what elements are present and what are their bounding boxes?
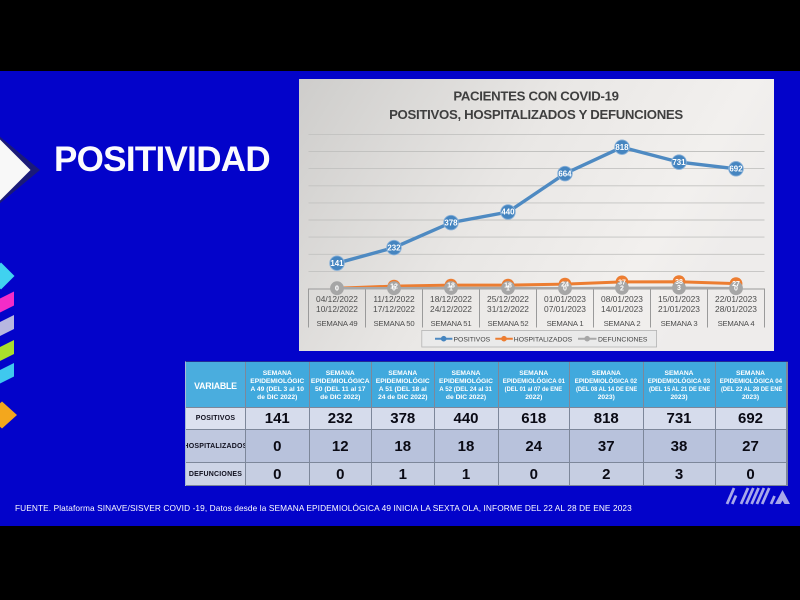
svg-text:18: 18 — [447, 283, 455, 290]
svg-text:04/12/2022: 04/12/2022 — [316, 294, 358, 304]
svg-text:0: 0 — [563, 286, 567, 293]
svg-text:SEMANA 50: SEMANA 50 — [374, 319, 415, 328]
svg-text:3: 3 — [677, 285, 681, 292]
svg-text:POSITIVOS: POSITIVOS — [454, 337, 491, 344]
svg-text:14/01/2023: 14/01/2023 — [601, 304, 643, 314]
svg-text:24: 24 — [561, 282, 569, 289]
svg-text:24/12/2022: 24/12/2022 — [430, 304, 472, 314]
svg-text:692: 692 — [729, 165, 743, 174]
svg-text:POSITIVOS, HOSPITALIZADOS Y DE: POSITIVOS, HOSPITALIZADOS Y DEFUNCIONES — [389, 107, 683, 122]
svg-text:SEMANA 52: SEMANA 52 — [488, 319, 529, 328]
svg-text:2: 2 — [620, 285, 624, 292]
svg-text:10/12/2022: 10/12/2022 — [316, 304, 358, 314]
svg-text:731: 731 — [672, 158, 686, 167]
svg-text:818: 818 — [615, 143, 629, 152]
svg-text:440: 440 — [501, 208, 515, 217]
svg-text:1: 1 — [506, 286, 510, 293]
svg-text:DEFUNCIONES: DEFUNCIONES — [598, 337, 648, 344]
svg-text:378: 378 — [444, 218, 458, 227]
svg-text:31/12/2022: 31/12/2022 — [487, 304, 529, 314]
svg-text:HOSPITALIZADOS: HOSPITALIZADOS — [514, 337, 573, 344]
svg-text:232: 232 — [387, 243, 401, 252]
svg-text:0: 0 — [335, 286, 339, 293]
svg-text:1: 1 — [449, 286, 453, 293]
svg-text:SEMANA 3: SEMANA 3 — [661, 319, 698, 328]
svg-text:0: 0 — [335, 286, 339, 293]
svg-text:SEMANA 51: SEMANA 51 — [431, 319, 472, 328]
svg-text:17/12/2022: 17/12/2022 — [373, 304, 415, 314]
svg-text:SEMANA 2: SEMANA 2 — [604, 319, 641, 328]
svg-text:0: 0 — [734, 286, 738, 293]
svg-text:08/01/2023: 08/01/2023 — [601, 294, 643, 304]
svg-text:07/01/2023: 07/01/2023 — [544, 304, 586, 314]
svg-text:37: 37 — [618, 279, 626, 286]
svg-text:18: 18 — [504, 283, 512, 290]
svg-text:38: 38 — [675, 279, 683, 286]
svg-text:28/01/2023: 28/01/2023 — [715, 304, 757, 314]
svg-text:15/01/2023: 15/01/2023 — [658, 294, 700, 304]
svg-text:0: 0 — [392, 286, 396, 293]
svg-text:SEMANA 4: SEMANA 4 — [718, 319, 756, 328]
svg-text:141: 141 — [330, 259, 344, 268]
svg-text:664: 664 — [558, 169, 572, 178]
svg-text:01/01/2023: 01/01/2023 — [544, 294, 586, 304]
svg-text:12: 12 — [390, 284, 398, 291]
svg-text:PACIENTES CON COVID-19: PACIENTES CON COVID-19 — [453, 89, 618, 104]
svg-text:27: 27 — [732, 281, 740, 288]
svg-text:18/12/2022: 18/12/2022 — [430, 294, 472, 304]
svg-text:22/01/2023: 22/01/2023 — [715, 294, 757, 304]
svg-text:SEMANA 49: SEMANA 49 — [317, 319, 358, 328]
svg-text:11/12/2022: 11/12/2022 — [373, 294, 415, 304]
svg-text:25/12/2022: 25/12/2022 — [487, 294, 529, 304]
svg-text:21/01/2023: 21/01/2023 — [658, 304, 700, 314]
svg-text:SEMANA 1: SEMANA 1 — [547, 319, 584, 328]
